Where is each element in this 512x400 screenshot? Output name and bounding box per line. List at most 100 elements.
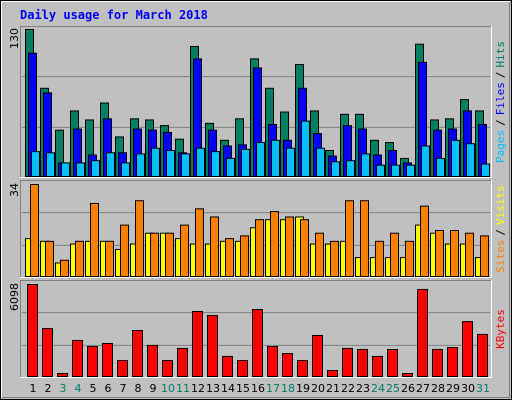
bar [150, 232, 159, 278]
bar [286, 147, 295, 178]
bar [31, 151, 40, 177]
legend-entry: KBytes [494, 309, 507, 349]
bar [361, 153, 370, 177]
bar [477, 333, 488, 377]
bar [210, 216, 219, 277]
bar [297, 360, 308, 378]
bar [72, 339, 83, 378]
bar [447, 347, 458, 377]
x-tick-label: 26 [401, 382, 415, 395]
bar [195, 208, 204, 277]
bar [162, 360, 173, 378]
legend-entry: Files [494, 82, 507, 115]
bar [267, 345, 278, 378]
x-tick-label: 18 [281, 382, 295, 395]
bar [342, 347, 353, 378]
bar [316, 147, 325, 178]
bar [315, 232, 324, 278]
x-tick-label: 16 [251, 382, 265, 395]
bar [330, 240, 339, 278]
bar [481, 163, 490, 177]
bar [45, 240, 54, 278]
x-tick-label: 14 [221, 382, 235, 395]
bar [451, 139, 460, 177]
bar [271, 139, 280, 177]
legend-entry: Pages [494, 130, 507, 163]
bar [406, 164, 415, 177]
legend-separator: / [494, 119, 507, 126]
bar [90, 202, 99, 277]
bar [372, 355, 383, 378]
bar [312, 334, 323, 377]
legend-separator: / [494, 72, 507, 79]
bar [327, 369, 338, 378]
bar [252, 309, 263, 377]
x-tick-label: 12 [191, 382, 205, 395]
x-tick-label: 31 [476, 382, 490, 395]
bar [285, 216, 294, 277]
bar [282, 353, 293, 378]
bar [466, 143, 475, 177]
y-tick-label: 34 [8, 183, 21, 197]
legend-entry: Visits [494, 185, 507, 225]
bar [331, 161, 340, 178]
x-tick-label: 28 [431, 382, 445, 395]
x-tick-label: 20 [311, 382, 325, 395]
bar [391, 164, 400, 177]
bar [147, 344, 158, 378]
x-tick-label: 15 [236, 382, 250, 395]
bar [387, 348, 398, 377]
x-tick-label: 25 [386, 382, 400, 395]
bar [237, 360, 248, 378]
legend-separator: / [494, 229, 507, 236]
x-tick-label: 17 [266, 382, 280, 395]
legend-entry: Sites [494, 240, 507, 273]
bar [420, 205, 429, 278]
bar [301, 120, 310, 177]
x-tick-label: 8 [135, 382, 142, 395]
bar [166, 149, 175, 178]
x-tick-label: 2 [45, 382, 52, 395]
bar [60, 259, 69, 278]
bar [91, 160, 100, 178]
bar [376, 164, 385, 177]
bar [241, 148, 250, 178]
legend-entry: Hits [494, 41, 507, 68]
bar [165, 232, 174, 278]
bar [196, 147, 205, 178]
x-tick-label: 1 [30, 382, 37, 395]
bar [136, 153, 145, 177]
x-tick-label: 30 [461, 382, 475, 395]
x-tick-label: 5 [90, 382, 97, 395]
y-tick-label: 130 [8, 28, 21, 49]
bar [300, 219, 309, 277]
bar [417, 288, 428, 378]
bar [226, 157, 235, 178]
bar [42, 328, 53, 378]
bar [450, 230, 459, 277]
bar [61, 162, 70, 178]
bar [432, 348, 443, 377]
bar [222, 355, 233, 378]
bar [192, 310, 203, 377]
bar [375, 240, 384, 278]
x-tick-label: 29 [446, 382, 460, 395]
x-tick-label: 7 [120, 382, 127, 395]
bar [132, 329, 143, 378]
bar [436, 157, 445, 178]
bar [211, 151, 220, 177]
bar [225, 238, 234, 277]
bar [120, 224, 129, 278]
x-tick-label: 6 [105, 382, 112, 395]
bar [240, 235, 249, 277]
x-tick-label: 19 [296, 382, 310, 395]
chart-title: Daily usage for March 2018 [20, 8, 208, 22]
bar [402, 372, 413, 377]
x-tick-label: 21 [326, 382, 340, 395]
bar [207, 315, 218, 377]
x-tick-label: 27 [416, 382, 430, 395]
bar [151, 147, 160, 178]
bar [105, 240, 114, 278]
legend: KBytes [494, 309, 507, 349]
